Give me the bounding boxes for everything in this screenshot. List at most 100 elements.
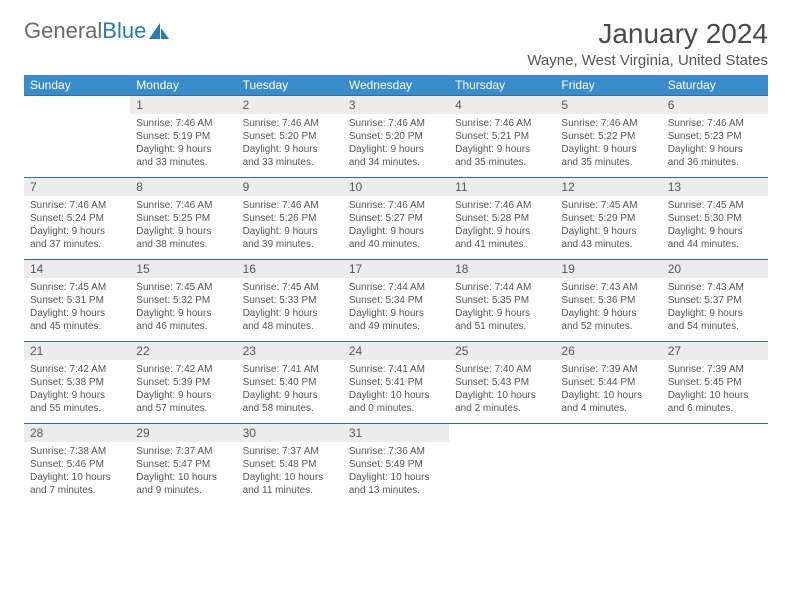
calendar-day-cell: 19Sunrise: 7:43 AMSunset: 5:36 PMDayligh…	[555, 260, 661, 342]
calendar-day-cell: 8Sunrise: 7:46 AMSunset: 5:25 PMDaylight…	[130, 178, 236, 260]
calendar-week-row: 7Sunrise: 7:46 AMSunset: 5:24 PMDaylight…	[24, 178, 768, 260]
day-number: 31	[343, 424, 449, 442]
calendar-day-cell: 26Sunrise: 7:39 AMSunset: 5:44 PMDayligh…	[555, 342, 661, 424]
day-number: 17	[343, 260, 449, 278]
day-content: Sunrise: 7:41 AMSunset: 5:40 PMDaylight:…	[237, 360, 343, 423]
day-number: 5	[555, 96, 661, 114]
day-number: 25	[449, 342, 555, 360]
calendar-week-row: 21Sunrise: 7:42 AMSunset: 5:38 PMDayligh…	[24, 342, 768, 424]
location-text: Wayne, West Virginia, United States	[527, 52, 768, 69]
calendar-day-cell: 27Sunrise: 7:39 AMSunset: 5:45 PMDayligh…	[662, 342, 768, 424]
calendar-day-cell: 28Sunrise: 7:38 AMSunset: 5:46 PMDayligh…	[24, 424, 130, 506]
day-number: 16	[237, 260, 343, 278]
calendar-day-cell: 0	[555, 424, 661, 506]
calendar-day-cell: 4Sunrise: 7:46 AMSunset: 5:21 PMDaylight…	[449, 96, 555, 178]
weekday-header: Monday	[130, 75, 236, 96]
calendar-table: SundayMondayTuesdayWednesdayThursdayFrid…	[24, 75, 768, 505]
weekday-header: Friday	[555, 75, 661, 96]
day-number: 9	[237, 178, 343, 196]
calendar-day-cell: 6Sunrise: 7:46 AMSunset: 5:23 PMDaylight…	[662, 96, 768, 178]
sail-icon	[148, 22, 170, 40]
day-number: 4	[449, 96, 555, 114]
day-number: 24	[343, 342, 449, 360]
weekday-header: Thursday	[449, 75, 555, 96]
day-content: Sunrise: 7:40 AMSunset: 5:43 PMDaylight:…	[449, 360, 555, 423]
day-number: 18	[449, 260, 555, 278]
day-content: Sunrise: 7:37 AMSunset: 5:47 PMDaylight:…	[130, 442, 236, 505]
calendar-day-cell: 18Sunrise: 7:44 AMSunset: 5:35 PMDayligh…	[449, 260, 555, 342]
calendar-day-cell: 30Sunrise: 7:37 AMSunset: 5:48 PMDayligh…	[237, 424, 343, 506]
day-number: 1	[130, 96, 236, 114]
day-content: Sunrise: 7:38 AMSunset: 5:46 PMDaylight:…	[24, 442, 130, 505]
calendar-day-cell: 14Sunrise: 7:45 AMSunset: 5:31 PMDayligh…	[24, 260, 130, 342]
day-content: Sunrise: 7:46 AMSunset: 5:26 PMDaylight:…	[237, 196, 343, 259]
day-content: Sunrise: 7:46 AMSunset: 5:21 PMDaylight:…	[449, 114, 555, 177]
day-content: Sunrise: 7:43 AMSunset: 5:36 PMDaylight:…	[555, 278, 661, 341]
day-content: Sunrise: 7:46 AMSunset: 5:23 PMDaylight:…	[662, 114, 768, 177]
day-content: Sunrise: 7:45 AMSunset: 5:33 PMDaylight:…	[237, 278, 343, 341]
calendar-day-cell: 24Sunrise: 7:41 AMSunset: 5:41 PMDayligh…	[343, 342, 449, 424]
header: GeneralBlue January 2024 Wayne, West Vir…	[24, 18, 768, 69]
calendar-day-cell: 9Sunrise: 7:46 AMSunset: 5:26 PMDaylight…	[237, 178, 343, 260]
calendar-day-cell: 17Sunrise: 7:44 AMSunset: 5:34 PMDayligh…	[343, 260, 449, 342]
day-number: 21	[24, 342, 130, 360]
calendar-week-row: 28Sunrise: 7:38 AMSunset: 5:46 PMDayligh…	[24, 424, 768, 506]
calendar-day-cell: 0	[449, 424, 555, 506]
calendar-day-cell: 16Sunrise: 7:45 AMSunset: 5:33 PMDayligh…	[237, 260, 343, 342]
day-content: Sunrise: 7:39 AMSunset: 5:44 PMDaylight:…	[555, 360, 661, 423]
day-number: 8	[130, 178, 236, 196]
day-content: Sunrise: 7:42 AMSunset: 5:39 PMDaylight:…	[130, 360, 236, 423]
day-number: 30	[237, 424, 343, 442]
day-content: Sunrise: 7:46 AMSunset: 5:27 PMDaylight:…	[343, 196, 449, 259]
weekday-header: Sunday	[24, 75, 130, 96]
day-number: 14	[24, 260, 130, 278]
day-content: Sunrise: 7:36 AMSunset: 5:49 PMDaylight:…	[343, 442, 449, 505]
day-content: Sunrise: 7:46 AMSunset: 5:22 PMDaylight:…	[555, 114, 661, 177]
day-number: 27	[662, 342, 768, 360]
calendar-day-cell: 7Sunrise: 7:46 AMSunset: 5:24 PMDaylight…	[24, 178, 130, 260]
day-content: Sunrise: 7:43 AMSunset: 5:37 PMDaylight:…	[662, 278, 768, 341]
day-number: 11	[449, 178, 555, 196]
calendar-day-cell: 10Sunrise: 7:46 AMSunset: 5:27 PMDayligh…	[343, 178, 449, 260]
day-content: Sunrise: 7:45 AMSunset: 5:29 PMDaylight:…	[555, 196, 661, 259]
day-content: Sunrise: 7:44 AMSunset: 5:35 PMDaylight:…	[449, 278, 555, 341]
day-content: Sunrise: 7:46 AMSunset: 5:24 PMDaylight:…	[24, 196, 130, 259]
title-block: January 2024 Wayne, West Virginia, Unite…	[527, 18, 768, 69]
day-content: Sunrise: 7:46 AMSunset: 5:20 PMDaylight:…	[237, 114, 343, 177]
day-content: Sunrise: 7:39 AMSunset: 5:45 PMDaylight:…	[662, 360, 768, 423]
month-title: January 2024	[527, 18, 768, 50]
day-number: 20	[662, 260, 768, 278]
calendar-week-row: 0 1Sunrise: 7:46 AMSunset: 5:19 PMDaylig…	[24, 96, 768, 178]
day-content: Sunrise: 7:45 AMSunset: 5:30 PMDaylight:…	[662, 196, 768, 259]
day-content: Sunrise: 7:45 AMSunset: 5:32 PMDaylight:…	[130, 278, 236, 341]
day-content: Sunrise: 7:46 AMSunset: 5:28 PMDaylight:…	[449, 196, 555, 259]
day-number: 6	[662, 96, 768, 114]
calendar-day-cell: 0	[662, 424, 768, 506]
day-content: Sunrise: 7:46 AMSunset: 5:19 PMDaylight:…	[130, 114, 236, 177]
day-content: Sunrise: 7:46 AMSunset: 5:20 PMDaylight:…	[343, 114, 449, 177]
calendar-week-row: 14Sunrise: 7:45 AMSunset: 5:31 PMDayligh…	[24, 260, 768, 342]
calendar-day-cell: 11Sunrise: 7:46 AMSunset: 5:28 PMDayligh…	[449, 178, 555, 260]
day-number: 7	[24, 178, 130, 196]
day-number: 22	[130, 342, 236, 360]
weekday-header: Wednesday	[343, 75, 449, 96]
day-content: Sunrise: 7:42 AMSunset: 5:38 PMDaylight:…	[24, 360, 130, 423]
day-number: 10	[343, 178, 449, 196]
day-number: 13	[662, 178, 768, 196]
day-number: 26	[555, 342, 661, 360]
weekday-header-row: SundayMondayTuesdayWednesdayThursdayFrid…	[24, 75, 768, 96]
day-number: 23	[237, 342, 343, 360]
day-content: Sunrise: 7:41 AMSunset: 5:41 PMDaylight:…	[343, 360, 449, 423]
calendar-day-cell: 13Sunrise: 7:45 AMSunset: 5:30 PMDayligh…	[662, 178, 768, 260]
brand-part1: General	[24, 18, 102, 44]
day-content: Sunrise: 7:45 AMSunset: 5:31 PMDaylight:…	[24, 278, 130, 341]
calendar-day-cell: 15Sunrise: 7:45 AMSunset: 5:32 PMDayligh…	[130, 260, 236, 342]
calendar-day-cell: 20Sunrise: 7:43 AMSunset: 5:37 PMDayligh…	[662, 260, 768, 342]
calendar-day-cell: 12Sunrise: 7:45 AMSunset: 5:29 PMDayligh…	[555, 178, 661, 260]
day-number: 28	[24, 424, 130, 442]
calendar-day-cell: 25Sunrise: 7:40 AMSunset: 5:43 PMDayligh…	[449, 342, 555, 424]
day-content: Sunrise: 7:46 AMSunset: 5:25 PMDaylight:…	[130, 196, 236, 259]
calendar-day-cell: 2Sunrise: 7:46 AMSunset: 5:20 PMDaylight…	[237, 96, 343, 178]
day-number: 3	[343, 96, 449, 114]
weekday-header: Saturday	[662, 75, 768, 96]
